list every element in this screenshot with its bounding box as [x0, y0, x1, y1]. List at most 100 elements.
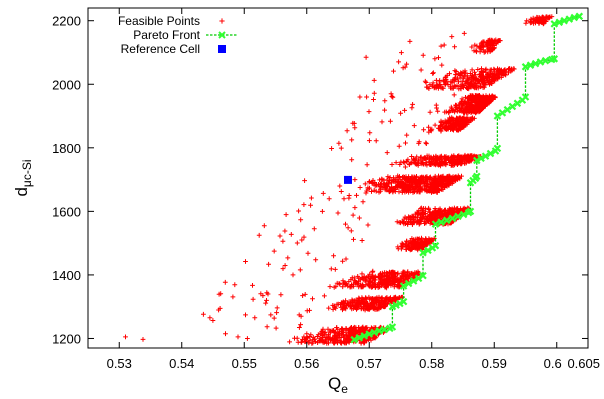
feasible-point-3203	[397, 183, 403, 189]
feasible-point-3171	[218, 291, 224, 297]
legend-label-1: Pareto Front	[133, 28, 200, 42]
feasible-point-1796	[428, 182, 433, 187]
feasible-point-3109	[533, 17, 539, 23]
feasible-point-3033	[487, 46, 492, 52]
feasible-point-3132	[384, 150, 390, 155]
feasible-point-590	[366, 307, 372, 312]
feasible-point-2957	[481, 75, 486, 81]
pareto-point-23	[437, 218, 445, 226]
x-tick-label-4: 0.57	[357, 356, 382, 371]
feasible-point-1016	[400, 241, 406, 247]
feasible-point-278	[309, 340, 315, 346]
feasible-point-577	[349, 306, 355, 312]
feasible-point-1843	[419, 174, 425, 180]
feasible-point-2953	[448, 79, 454, 85]
feasible-point-1865	[432, 180, 438, 186]
feasible-point-2962	[506, 67, 511, 72]
feasible-point-1849	[421, 186, 427, 192]
feasible-point-3170	[277, 233, 283, 239]
feasible-point-3165	[298, 322, 303, 327]
feasible-point-848	[369, 273, 375, 279]
pareto-point-51	[541, 56, 550, 65]
feasible-point-3128	[313, 257, 319, 263]
pareto-point-26	[454, 212, 462, 221]
pareto-point-35	[477, 154, 485, 163]
feasible-point-3231	[471, 84, 476, 90]
feasible-point-2664	[488, 98, 494, 104]
feasible-point-2833	[472, 69, 477, 75]
feasible-point-3212	[309, 195, 314, 201]
pareto-point-39	[493, 144, 502, 153]
feasible-point-813	[340, 284, 346, 290]
feasible-point-355	[361, 328, 367, 334]
feasible-point-3222	[331, 253, 336, 259]
feasible-point-342	[330, 336, 336, 342]
feasible-point-2876	[442, 75, 448, 81]
feasible-point-3240	[243, 259, 248, 264]
feasible-point-575	[331, 303, 337, 309]
feasible-point-3162	[322, 293, 327, 299]
feasible-point-860	[380, 279, 385, 285]
feasible-point-2116	[443, 156, 448, 162]
pareto-point-8	[388, 323, 397, 331]
y-tick-label-3: 1800	[52, 141, 81, 156]
feasible-point-3176	[357, 215, 362, 221]
feasible-point-2910	[437, 79, 442, 85]
feasible-point-1746	[389, 180, 394, 186]
feasible-point-354	[347, 336, 353, 342]
feasible-point-1705	[386, 177, 392, 183]
feasible-point-1349	[405, 220, 410, 226]
feasible-point-3121	[439, 62, 445, 68]
feasible-point-2936	[496, 71, 501, 77]
feasible-point-2031	[414, 154, 420, 160]
feasible-point-3259	[140, 337, 146, 342]
feasible-point-855	[359, 271, 365, 277]
feasible-point-567	[345, 301, 350, 306]
feasible-point-3246	[366, 109, 372, 114]
feasible-point-1002	[395, 244, 401, 250]
feasible-point-3177	[268, 312, 274, 318]
feasible-point-584	[380, 301, 386, 307]
feasible-point-2666	[471, 108, 477, 114]
feasible-point-851	[375, 285, 381, 290]
reference-cell-marker-0	[344, 175, 352, 184]
feasible-point-2931	[484, 72, 490, 78]
feasible-point-293	[327, 328, 333, 334]
x-tick-label-7: 0.6	[544, 356, 562, 371]
feasible-point-3275	[343, 221, 348, 227]
feasible-point-1389	[439, 213, 444, 219]
feasible-point-2600	[453, 107, 458, 112]
feasible-point-581	[342, 304, 347, 310]
feasible-point-845	[358, 282, 363, 288]
feasible-point-3199	[337, 183, 343, 189]
feasible-point-1387	[415, 218, 421, 223]
x-tick-label-2: 0.55	[232, 356, 257, 371]
x-tick-label-6: 0.59	[482, 356, 507, 371]
pareto-point-42	[503, 105, 512, 114]
feasible-point-2954	[474, 81, 480, 86]
feasible-point-578	[378, 296, 384, 302]
feasible-point-3118	[282, 263, 288, 268]
feasible-point-597	[369, 304, 375, 310]
feasible-point-2929	[458, 86, 464, 91]
feasible-point-973	[403, 247, 409, 252]
feasible-point-1837	[429, 184, 434, 190]
feasible-point-2324	[440, 119, 446, 125]
feasible-point-3291	[461, 31, 467, 36]
feasible-point-2323	[459, 119, 465, 125]
pareto-point-43	[508, 102, 517, 111]
feasible-point-232	[310, 335, 316, 340]
feasible-point-875	[395, 271, 400, 277]
feasible-point-879	[382, 277, 388, 282]
feasible-point-3260	[207, 315, 213, 321]
feasible-point-3115	[362, 181, 368, 187]
feasible-point-3138	[410, 102, 415, 107]
feasible-point-3242	[260, 293, 266, 298]
legend-label-0: Feasible Points	[118, 14, 200, 28]
feasible-point-2032	[397, 162, 403, 167]
feasible-point-3262	[235, 334, 241, 340]
feasible-point-2960	[483, 66, 489, 72]
feasible-point-3168	[427, 109, 433, 115]
feasible-point-843	[346, 279, 352, 284]
